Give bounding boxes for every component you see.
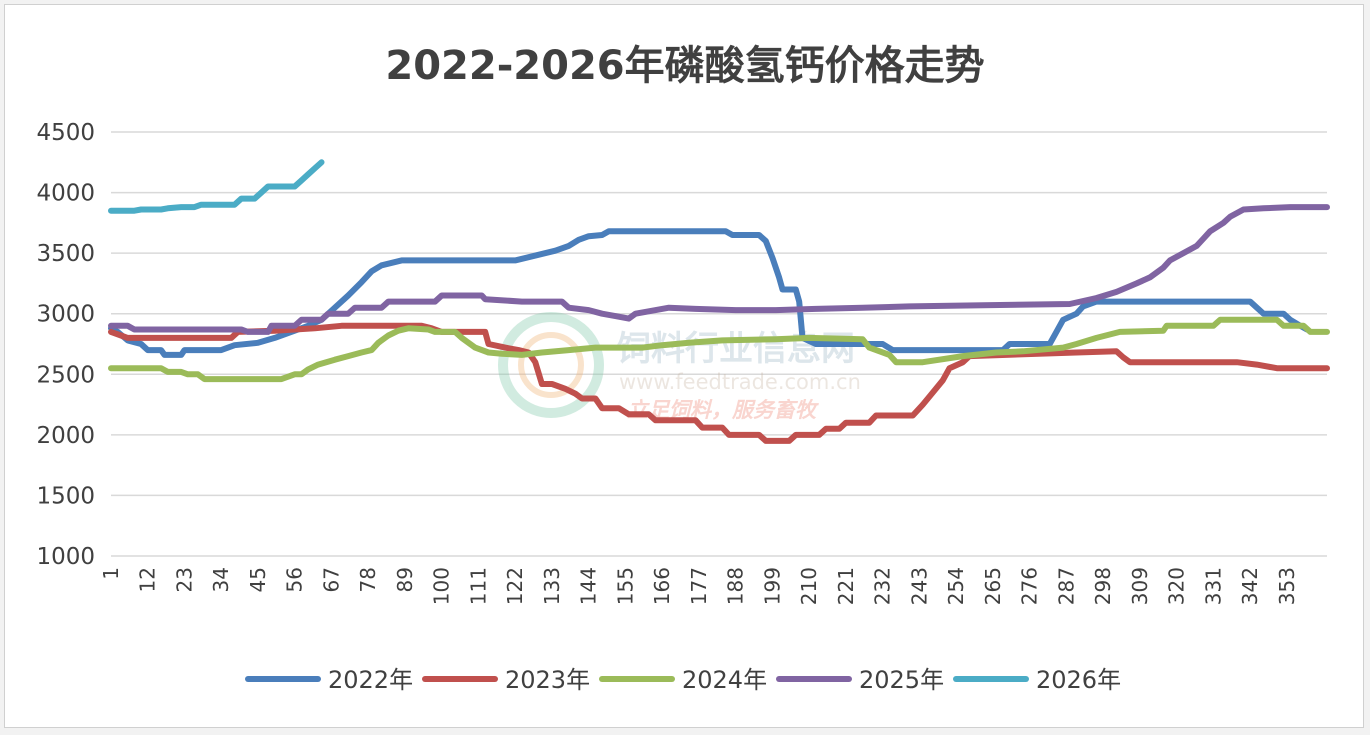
y-tick-label: 2500: [36, 362, 95, 388]
y-axis-ticks: 1000 1500 2000 2500 3000 3500 4000 4500: [36, 120, 95, 570]
series-line-2026: [108, 159, 325, 214]
x-tick-label: 265: [981, 567, 1005, 605]
x-tick-label: 166: [650, 567, 674, 605]
x-tick-label: 254: [944, 567, 968, 605]
legend-label-2026: 2026年: [1036, 666, 1121, 694]
watermark-logo-inner: [518, 332, 584, 398]
x-tick-label: 23: [172, 567, 196, 592]
series-line-2022: [108, 228, 1310, 358]
legend-label-2022: 2022年: [328, 666, 413, 694]
x-tick-label: 276: [1018, 567, 1042, 605]
x-tick-label: 342: [1238, 567, 1262, 605]
chart-frame: 2022-2026年磷酸氢钙价格走势 1000 1500 2000 2500 3000 3…: [4, 4, 1364, 728]
x-tick-label: 199: [760, 567, 784, 605]
x-tick-label: 353: [1275, 567, 1299, 605]
y-tick-label: 4000: [36, 181, 95, 207]
series-lines: [108, 159, 1330, 444]
x-tick-label: 177: [687, 567, 711, 605]
x-tick-label: 67: [319, 567, 343, 592]
y-tick-label: 3500: [36, 241, 95, 267]
x-tick-label: 1: [99, 567, 123, 580]
y-tick-label: 1000: [36, 544, 95, 570]
y-tick-label: 3000: [36, 302, 95, 328]
x-tick-label: 78: [356, 567, 380, 592]
x-tick-label: 221: [834, 567, 858, 605]
x-tick-label: 232: [871, 567, 895, 605]
x-tick-label: 298: [1091, 567, 1115, 605]
x-tick-label: 12: [136, 567, 160, 592]
watermark: 饲料行业信息网 www.feedtrade.com.cn 立足饲料，服务畜牧: [498, 312, 861, 422]
x-tick-label: 122: [503, 567, 527, 605]
legend: 2022年 2023年 2024年 2025年 2026年: [245, 666, 1121, 694]
x-tick-label: 144: [577, 567, 601, 605]
line-chart: 2022-2026年磷酸氢钙价格走势 1000 1500 2000 2500 3000 3…: [36, 43, 1330, 694]
x-tick-label: 331: [1201, 567, 1225, 605]
series-line-2024: [108, 316, 1330, 383]
watermark-line2: www.feedtrade.com.cn: [619, 370, 861, 394]
y-tick-label: 2000: [36, 423, 95, 449]
y-tick-label: 4500: [36, 120, 95, 146]
x-tick-label: 34: [209, 567, 233, 592]
x-axis: 1 12 23 34 45 56 67 78 89 100 111 122 133 144 155 166 17…: [99, 567, 1299, 605]
x-tick-label: 133: [540, 567, 564, 605]
x-tick-label: 155: [613, 567, 637, 605]
x-tick-label: 188: [724, 567, 748, 605]
x-tick-label: 45: [246, 567, 270, 592]
y-tick-label: 1500: [36, 483, 95, 509]
x-tick-label: 287: [1054, 567, 1078, 605]
x-tick-label: 320: [1165, 567, 1189, 605]
legend-label-2024: 2024年: [682, 666, 767, 694]
x-tick-label: 100: [430, 567, 454, 605]
legend-label-2025: 2025年: [859, 666, 944, 694]
x-tick-label: 309: [1128, 567, 1152, 605]
x-tick-label: 56: [283, 567, 307, 592]
x-tick-label: 111: [466, 567, 490, 605]
series-line-2025: [108, 204, 1330, 335]
watermark-logo-ring: [498, 312, 604, 418]
legend-label-2023: 2023年: [505, 666, 590, 694]
x-tick-label: 210: [797, 567, 821, 605]
x-tick-label: 243: [907, 567, 931, 605]
gridlines: [111, 131, 1327, 557]
x-tick-label: 89: [393, 567, 417, 592]
chart-title: 2022-2026年磷酸氢钙价格走势: [385, 43, 984, 89]
